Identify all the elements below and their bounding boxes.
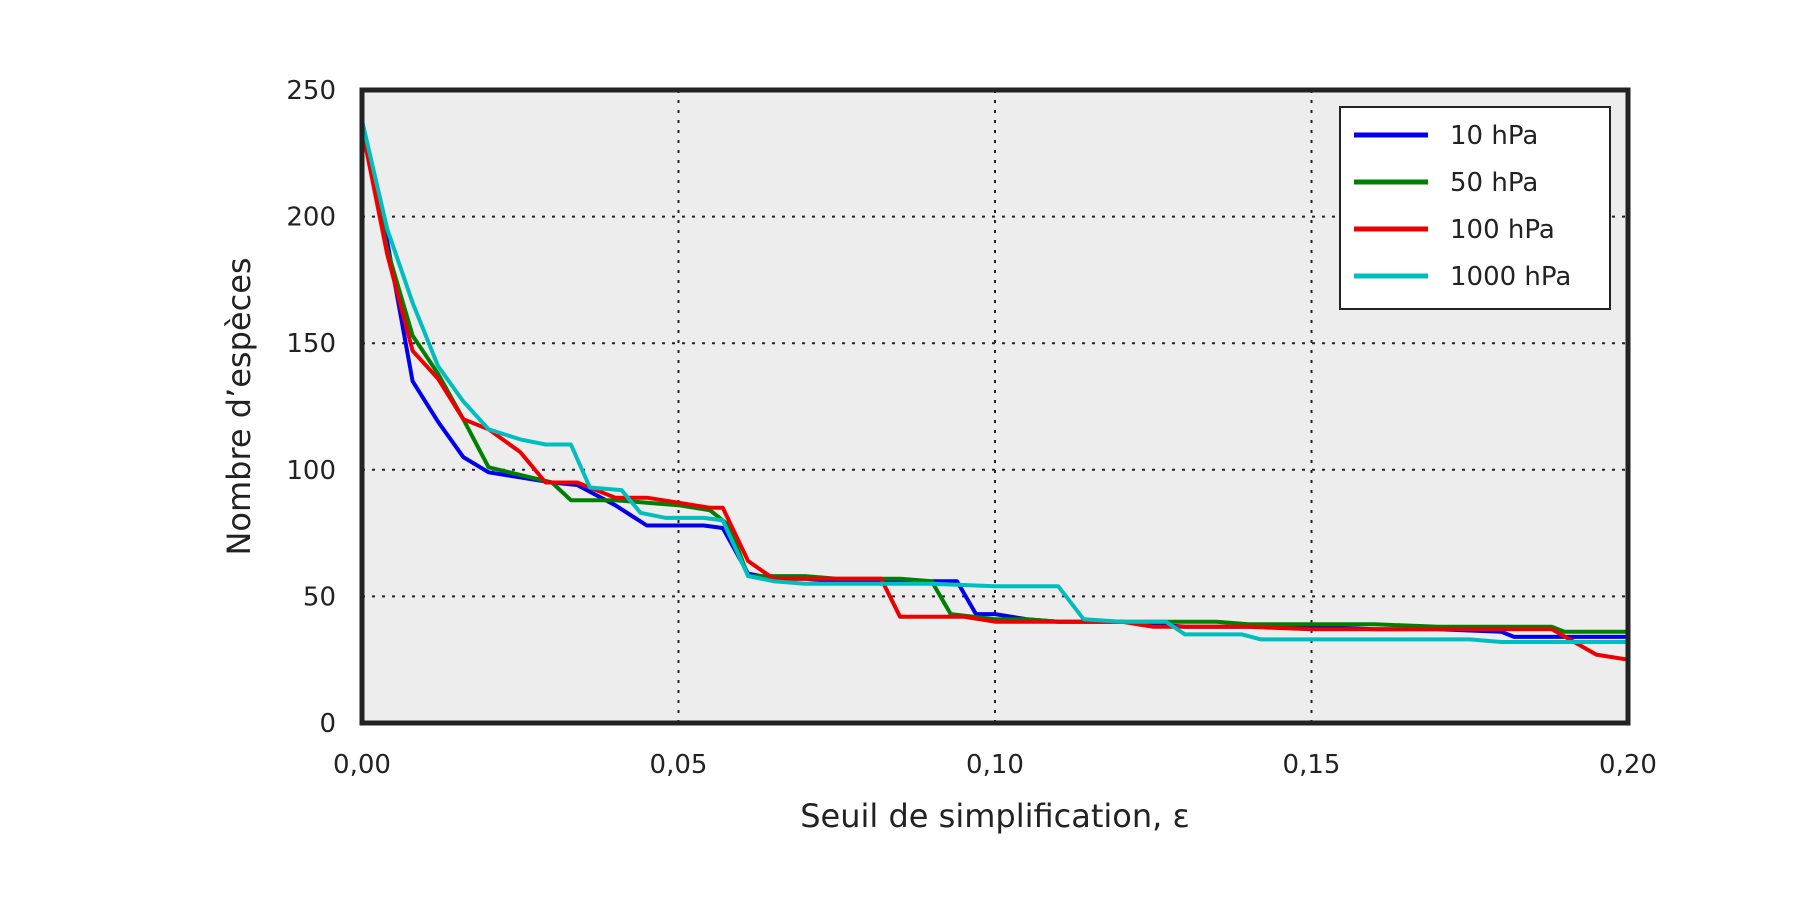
series-lines — [360, 118, 1630, 662]
y-tick-label: 0 — [319, 709, 336, 739]
x-tick-label: 0,05 — [650, 750, 708, 780]
legend-label: 100 hPa — [1450, 215, 1555, 245]
legend: 10 hPa 50 hPa 100 hPa 1000 hPa — [1339, 106, 1611, 310]
series-line-100-hpa — [360, 126, 1630, 662]
y-tick-label: 150 — [286, 329, 336, 359]
x-tick-label: 0,15 — [1283, 750, 1341, 780]
x-tick-label: 0,10 — [966, 750, 1024, 780]
legend-label: 1000 hPa — [1450, 262, 1571, 292]
legend-label: 10 hPa — [1450, 121, 1538, 151]
y-axis-title: Nombre d’espèces — [220, 257, 258, 555]
y-tick-label: 200 — [286, 203, 336, 233]
legend-label: 50 hPa — [1450, 168, 1538, 198]
series-line-1000-hpa — [360, 118, 1630, 644]
x-tick-label: 0,00 — [333, 750, 391, 780]
x-axis-title: Seuil de simplification, ε — [800, 797, 1190, 835]
y-tick-label: 100 — [286, 456, 336, 486]
x-axis-ticks: 0,00 0,05 0,10 0,15 0,20 — [333, 750, 1657, 780]
y-axis-ticks: 0 50 100 150 200 250 — [286, 76, 336, 739]
plot-frame — [359, 87, 1631, 726]
x-tick-label: 0,20 — [1599, 750, 1657, 780]
y-tick-label: 50 — [303, 582, 336, 612]
grid-lines — [362, 90, 1628, 723]
y-tick-label: 250 — [286, 76, 336, 106]
